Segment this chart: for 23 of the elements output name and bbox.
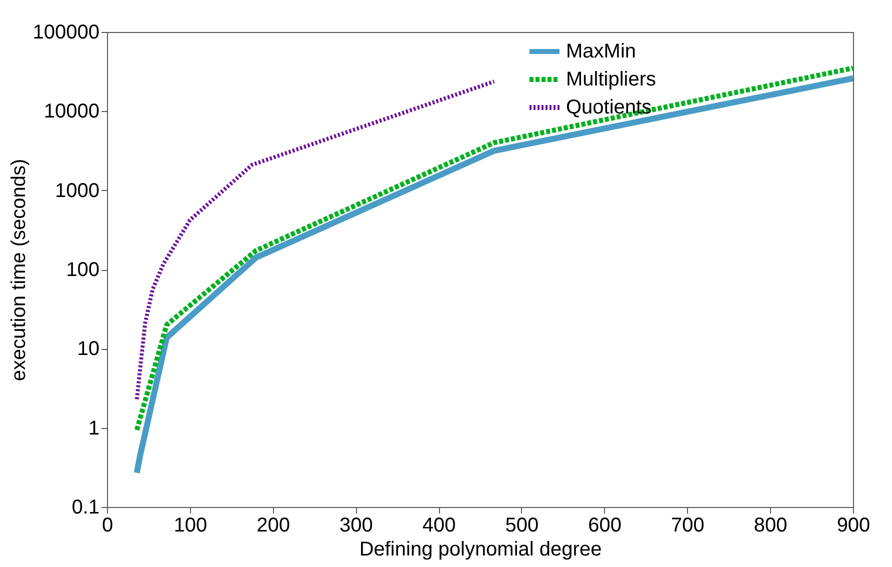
line-series [134,80,496,402]
x-tick-label: 800 [754,514,788,536]
x-tick-label: 500 [505,514,539,536]
y-tick-label: 10 [77,338,100,360]
x-tick-label: 700 [671,514,704,536]
x-tick-label: 600 [588,514,622,536]
x-tick-label: 0 [102,514,114,536]
x-tick-label: 400 [422,514,456,536]
x-tick-label: 200 [256,514,290,536]
y-tick-label: 100 [66,259,100,281]
legend-label: MaxMin [566,40,636,62]
y-axis-title: execution time (seconds) [8,158,30,382]
legend-label: Quotients [566,96,652,118]
x-tick-label: 100 [174,514,208,536]
x-axis-title: Defining polynomial degree [359,538,602,560]
x-tick-label: 900 [836,514,870,536]
y-tick-label: 10000 [44,100,100,123]
y-tick-label: 1 [88,417,100,440]
legend-label: Multipliers [566,68,656,90]
y-tick-label: 0.1 [72,496,100,518]
y-tick-label: 1000 [55,180,100,202]
y-tick-label: 100000 [32,22,100,44]
x-tick-label: 300 [339,514,373,536]
